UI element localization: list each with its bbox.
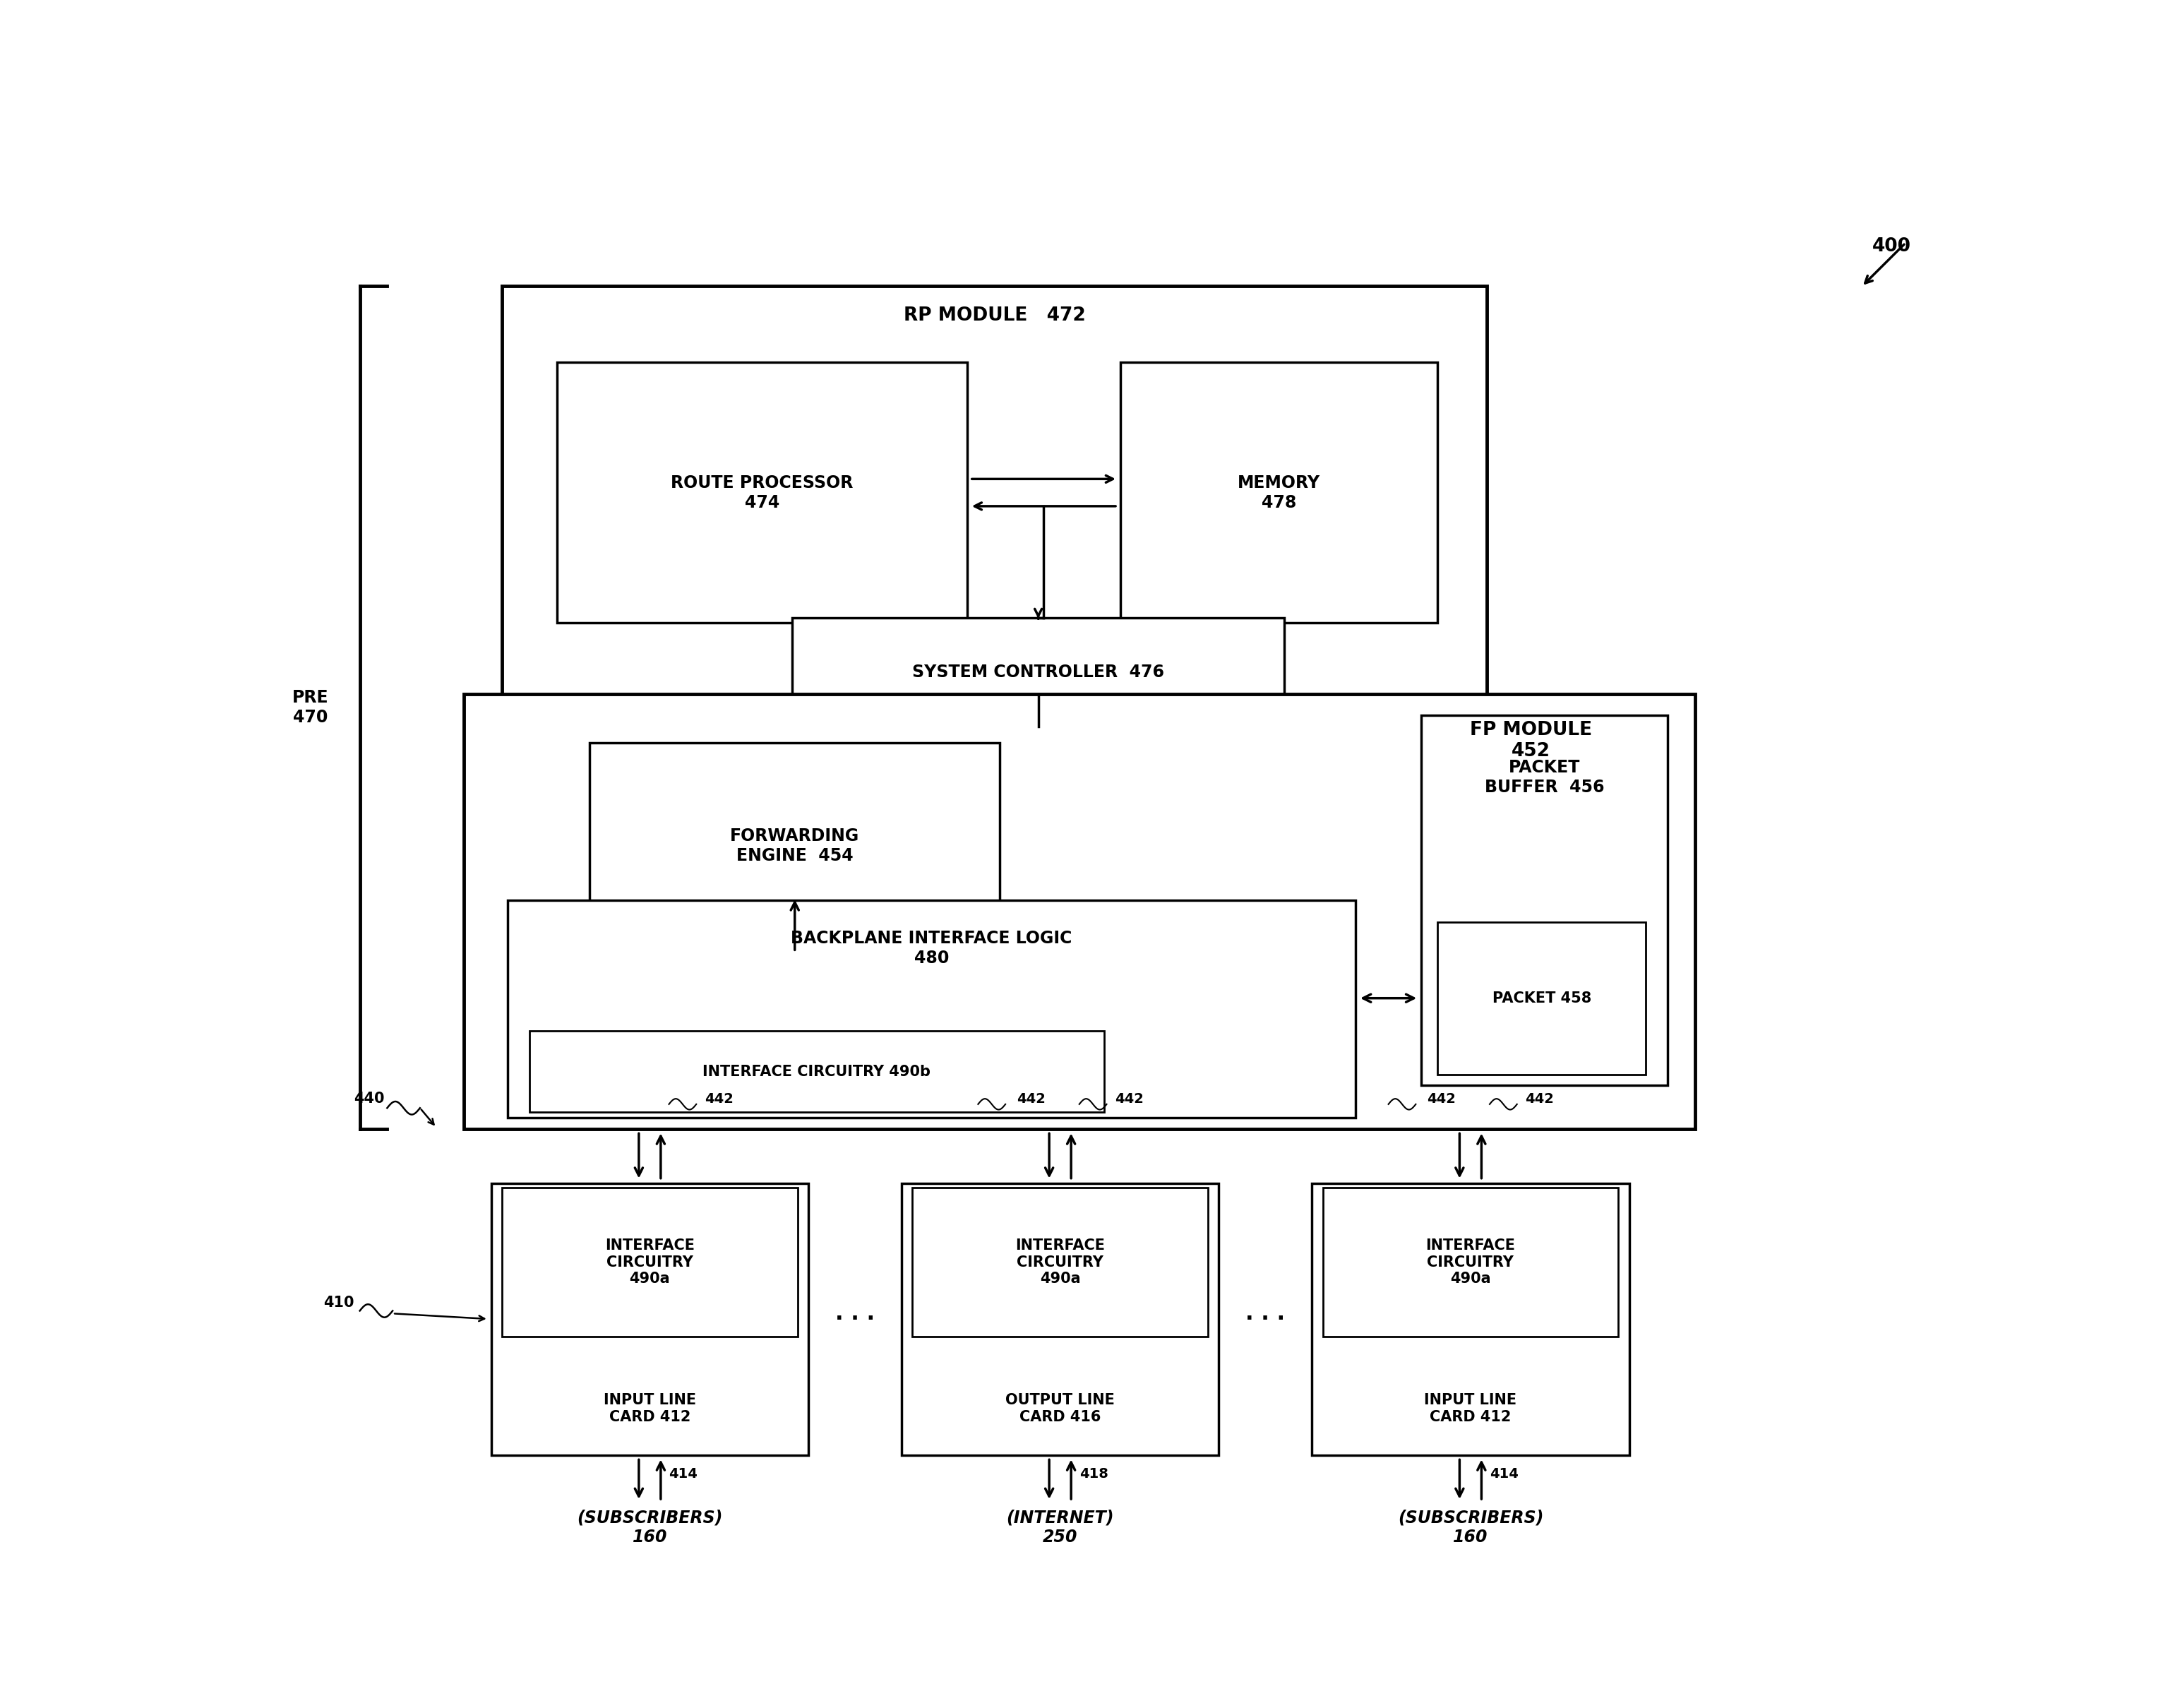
Bar <box>1322 1187 1618 1337</box>
Bar <box>590 743 1000 950</box>
Text: FP MODULE
452: FP MODULE 452 <box>1470 721 1592 760</box>
Text: (SUBSCRIBERS)
160: (SUBSCRIBERS) 160 <box>577 1510 723 1546</box>
Bar <box>1119 362 1437 623</box>
Text: · · ·: · · · <box>834 1308 876 1329</box>
Bar <box>902 1184 1220 1455</box>
Text: PACKET
BUFFER  456: PACKET BUFFER 456 <box>1485 758 1605 796</box>
Bar <box>558 362 967 623</box>
Text: 418: 418 <box>1080 1467 1109 1481</box>
Bar <box>529 1032 1104 1112</box>
Text: INPUT LINE
CARD 412: INPUT LINE CARD 412 <box>1424 1394 1516 1424</box>
Text: 410: 410 <box>325 1296 355 1310</box>
Bar <box>793 618 1285 726</box>
Text: 400: 400 <box>1873 237 1910 256</box>
Text: INTERFACE
CIRCUITRY
490a: INTERFACE CIRCUITRY 490a <box>605 1238 695 1286</box>
Text: PRE
470: PRE 470 <box>292 688 329 726</box>
Text: MEMORY
478: MEMORY 478 <box>1237 475 1320 511</box>
Text: SYSTEM CONTROLLER  476: SYSTEM CONTROLLER 476 <box>913 663 1165 680</box>
Text: (INTERNET)
250: (INTERNET) 250 <box>1006 1510 1113 1546</box>
Bar <box>503 1187 797 1337</box>
Bar <box>1422 716 1668 1085</box>
Bar <box>503 285 1488 731</box>
Text: 442: 442 <box>1115 1091 1143 1105</box>
Text: · · ·: · · · <box>1246 1308 1285 1329</box>
Bar <box>913 1187 1209 1337</box>
Text: BACKPLANE INTERFACE LOGIC
480: BACKPLANE INTERFACE LOGIC 480 <box>791 931 1072 967</box>
Bar <box>507 900 1355 1117</box>
Text: 442: 442 <box>703 1091 734 1105</box>
Text: (SUBSCRIBERS)
160: (SUBSCRIBERS) 160 <box>1398 1510 1544 1546</box>
Bar <box>1311 1184 1629 1455</box>
Text: 414: 414 <box>1490 1467 1518 1481</box>
Bar <box>490 1184 808 1455</box>
Text: PACKET 458: PACKET 458 <box>1492 991 1592 1006</box>
Text: 442: 442 <box>1017 1091 1045 1105</box>
Text: INPUT LINE
CARD 412: INPUT LINE CARD 412 <box>603 1394 697 1424</box>
Text: 442: 442 <box>1427 1091 1455 1105</box>
Text: 442: 442 <box>1525 1091 1555 1105</box>
Bar <box>1437 922 1647 1074</box>
Text: RP MODULE   472: RP MODULE 472 <box>904 307 1085 325</box>
Text: FORWARDING
ENGINE  454: FORWARDING ENGINE 454 <box>730 828 860 864</box>
Text: INTERFACE
CIRCUITRY
490a: INTERFACE CIRCUITRY 490a <box>1427 1238 1516 1286</box>
Bar <box>464 693 1694 1129</box>
Text: 440: 440 <box>353 1091 383 1105</box>
Text: ROUTE PROCESSOR
474: ROUTE PROCESSOR 474 <box>671 475 854 511</box>
Text: INTERFACE CIRCUITRY 490b: INTERFACE CIRCUITRY 490b <box>703 1064 930 1079</box>
Text: 414: 414 <box>669 1467 697 1481</box>
Text: INTERFACE
CIRCUITRY
490a: INTERFACE CIRCUITRY 490a <box>1015 1238 1104 1286</box>
Text: OUTPUT LINE
CARD 416: OUTPUT LINE CARD 416 <box>1006 1394 1115 1424</box>
